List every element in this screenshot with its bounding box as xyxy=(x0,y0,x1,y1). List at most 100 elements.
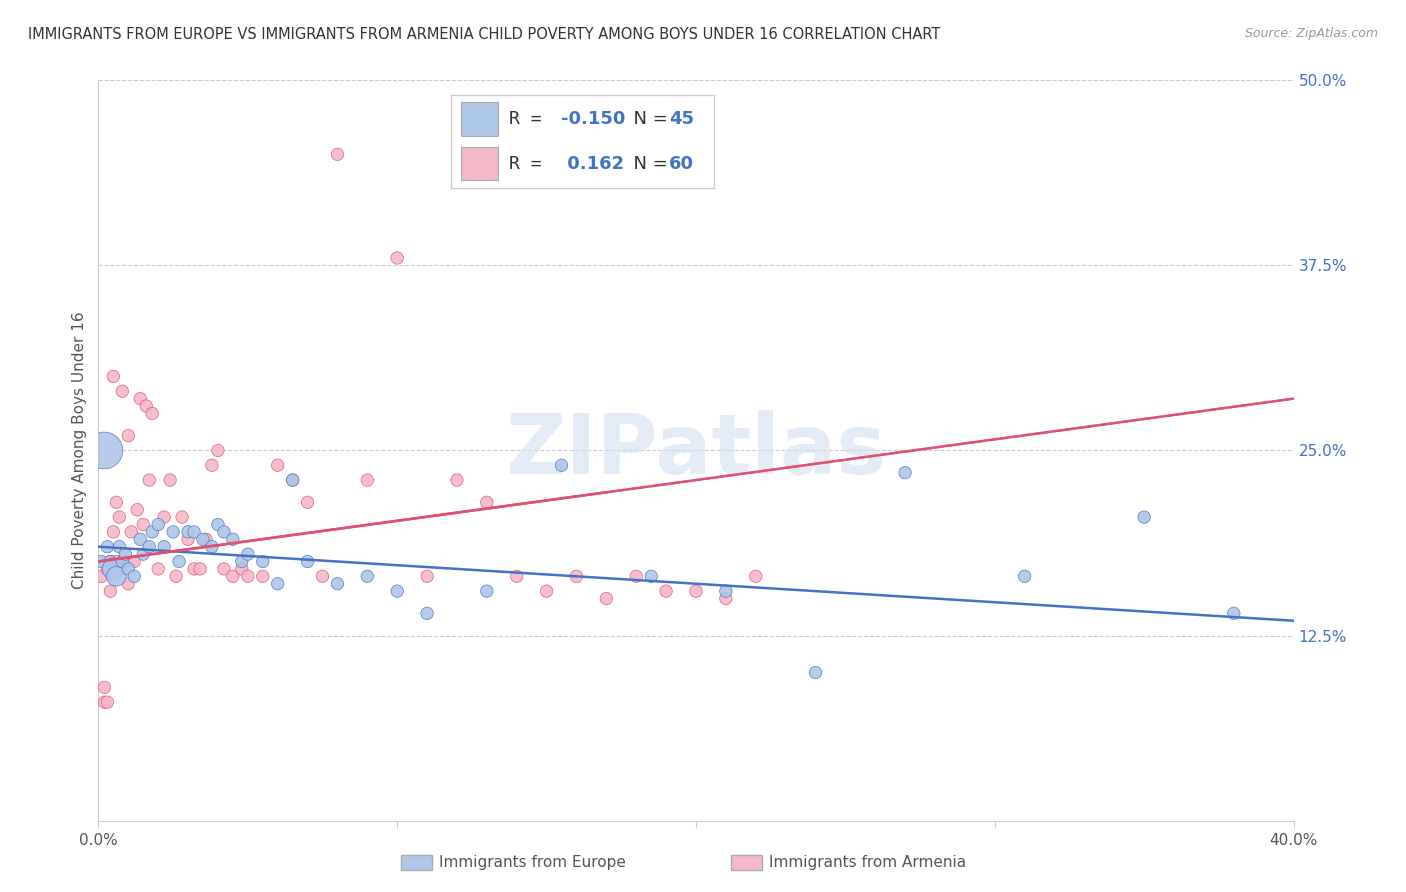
Point xyxy=(127,502,149,516)
Point xyxy=(129,533,152,547)
Point xyxy=(103,562,125,576)
Point xyxy=(745,569,768,583)
Point xyxy=(1223,607,1246,621)
Point xyxy=(108,510,131,524)
Point xyxy=(117,576,139,591)
Point xyxy=(132,547,155,561)
Point xyxy=(212,524,235,539)
Point xyxy=(138,473,160,487)
Point xyxy=(93,681,115,695)
Point xyxy=(685,584,707,599)
Point xyxy=(446,473,468,487)
Text: IMMIGRANTS FROM EUROPE VS IMMIGRANTS FROM ARMENIA CHILD POVERTY AMONG BOYS UNDER: IMMIGRANTS FROM EUROPE VS IMMIGRANTS FRO… xyxy=(28,27,941,42)
Point xyxy=(595,591,617,606)
Text: Immigrants from Europe: Immigrants from Europe xyxy=(439,855,626,870)
Point xyxy=(297,495,319,509)
Point xyxy=(114,547,136,561)
Point xyxy=(267,458,290,473)
Point xyxy=(98,584,122,599)
Point xyxy=(124,555,146,569)
Point xyxy=(326,147,349,161)
Point xyxy=(90,569,112,583)
Point xyxy=(1014,569,1036,583)
Point xyxy=(231,562,253,576)
Point xyxy=(153,540,176,554)
Point xyxy=(565,569,588,583)
Point xyxy=(236,547,259,561)
Text: Immigrants from Armenia: Immigrants from Armenia xyxy=(769,855,966,870)
Text: ZIPatlas: ZIPatlas xyxy=(506,410,886,491)
Point xyxy=(159,473,181,487)
Point xyxy=(177,524,200,539)
Point xyxy=(222,569,245,583)
Point xyxy=(141,407,163,421)
Point xyxy=(105,569,128,583)
Point xyxy=(111,555,134,569)
Point xyxy=(96,695,118,709)
Point xyxy=(236,569,259,583)
Point xyxy=(93,695,115,709)
Point xyxy=(172,510,194,524)
Point xyxy=(98,555,122,569)
Point xyxy=(212,562,235,576)
Point xyxy=(177,533,200,547)
Point xyxy=(207,443,229,458)
Point xyxy=(356,569,378,583)
Point xyxy=(201,458,224,473)
Point xyxy=(93,443,115,458)
Point xyxy=(1133,510,1156,524)
Point xyxy=(475,495,498,509)
Point xyxy=(148,562,170,576)
Point xyxy=(207,517,229,532)
Point xyxy=(132,517,155,532)
Point xyxy=(385,584,409,599)
Point xyxy=(108,540,131,554)
Point xyxy=(191,533,214,547)
Point xyxy=(188,562,211,576)
Point xyxy=(90,555,112,569)
Point xyxy=(135,399,157,413)
Point xyxy=(105,495,128,509)
Point xyxy=(416,607,439,621)
Point xyxy=(550,458,572,473)
Point xyxy=(96,562,118,576)
Point xyxy=(281,473,304,487)
Point xyxy=(114,555,136,569)
Point xyxy=(311,569,333,583)
Point xyxy=(356,473,378,487)
Point xyxy=(416,569,439,583)
Point xyxy=(252,555,274,569)
Point xyxy=(138,540,160,554)
Point xyxy=(222,533,245,547)
Point xyxy=(804,665,827,680)
Point xyxy=(96,540,118,554)
Point xyxy=(326,576,349,591)
Point xyxy=(183,524,205,539)
Point xyxy=(626,569,648,583)
Point xyxy=(153,510,176,524)
Point xyxy=(183,562,205,576)
Point xyxy=(201,540,224,554)
Point xyxy=(506,569,529,583)
Point xyxy=(536,584,558,599)
Point xyxy=(267,576,290,591)
Point xyxy=(105,555,128,569)
Point xyxy=(281,473,304,487)
Point xyxy=(385,251,409,265)
Point xyxy=(714,591,737,606)
Point xyxy=(297,555,319,569)
Point xyxy=(98,555,122,569)
Point xyxy=(167,555,190,569)
Point xyxy=(103,524,125,539)
Point xyxy=(231,555,253,569)
Point xyxy=(894,466,917,480)
Point xyxy=(162,524,184,539)
Point xyxy=(252,569,274,583)
Point xyxy=(124,569,146,583)
Text: Source: ZipAtlas.com: Source: ZipAtlas.com xyxy=(1244,27,1378,40)
Point xyxy=(111,384,134,399)
Point xyxy=(120,524,142,539)
Point xyxy=(103,369,125,384)
Point xyxy=(475,584,498,599)
Point xyxy=(141,524,163,539)
